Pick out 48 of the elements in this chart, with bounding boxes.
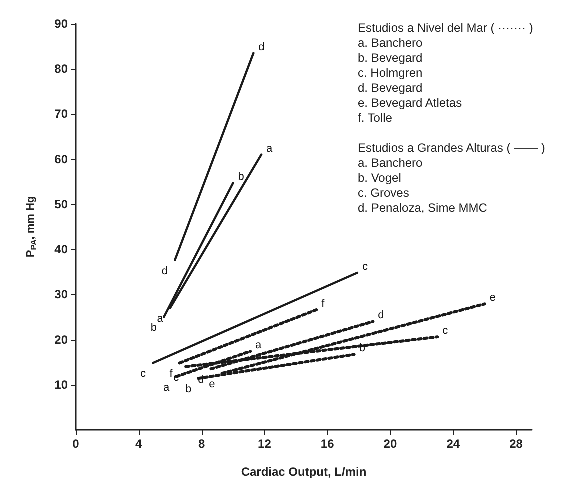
y-tick-label: 60 [54, 152, 68, 166]
x-tick-label: 24 [446, 437, 460, 451]
annotation: c. Holmgren [358, 66, 423, 80]
y-tick-label: 80 [54, 62, 68, 76]
x-tick-label: 20 [384, 437, 398, 451]
series-label: d [378, 310, 384, 322]
annotation: c. Groves [358, 186, 410, 200]
text: a [157, 313, 164, 326]
text: c [140, 368, 146, 380]
x-axis-title: Cardiac Output, L/min [241, 465, 367, 479]
x-tick-label: 16 [320, 437, 335, 451]
x-tick-label: 12 [258, 437, 272, 451]
x-tick-label: 8 [198, 437, 206, 451]
x-tick-label: 0 [72, 437, 80, 451]
annotation: d. Bevegard [358, 81, 423, 95]
y-tick-label: 20 [54, 332, 68, 347]
annotation: Estudios a Grandes Alturas ( —— ) [358, 141, 546, 155]
annotation: Estudios a Nivel del Mar ( ······· ) [358, 21, 534, 35]
y-tick-label: 30 [54, 288, 68, 302]
y-tick-label: 50 [54, 197, 68, 212]
annotation: a. Banchero [358, 156, 424, 170]
series-label: c [362, 261, 368, 274]
annotation: a. Banchero [358, 36, 424, 50]
text: a [164, 382, 170, 394]
text: e [209, 378, 216, 391]
x-tick-label: 28 [510, 437, 524, 451]
y-tick-label: 40 [54, 242, 68, 257]
text: b [186, 384, 192, 396]
text: f [170, 368, 173, 380]
series-label: a [256, 340, 263, 352]
annotation: e. Bevegard Atletas [358, 96, 462, 110]
series-label: d [258, 41, 265, 54]
y-tick-label: 90 [54, 17, 68, 31]
series-label: c [442, 325, 449, 338]
y-tick-label: 70 [54, 107, 68, 122]
annotation: d. Penaloza, Sime MMC [358, 201, 488, 215]
y-tick-label: 10 [54, 378, 68, 392]
series-label: e [490, 292, 496, 304]
annotation: b. Bevegard [358, 51, 423, 65]
text: d [162, 265, 168, 278]
annotation: f. Tolle [358, 111, 393, 125]
series-label: a [266, 142, 274, 155]
series-label: f [322, 298, 326, 310]
y-axis-title: PPA, mm Hg [25, 196, 38, 258]
x-tick-label: 4 [136, 437, 143, 451]
annotation: b. Vogel [358, 171, 402, 185]
series-label: b [238, 171, 244, 184]
text: b [150, 322, 158, 334]
